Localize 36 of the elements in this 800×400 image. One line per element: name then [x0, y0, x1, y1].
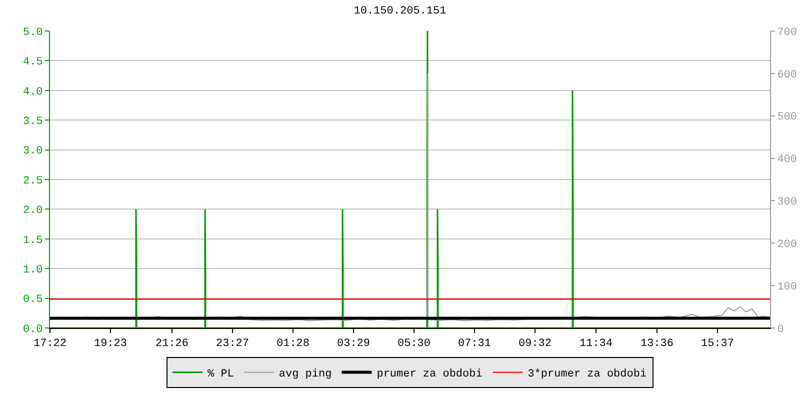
x-tick-label: 09:32 — [518, 338, 552, 350]
y2-tick-label: 600 — [777, 69, 798, 82]
y2-tick-label: 300 — [777, 196, 798, 209]
legend-label: 3*prumer za obdobi — [528, 368, 647, 381]
y-tick-label: 2.0 — [22, 205, 43, 218]
y2-tick-label: 500 — [777, 112, 798, 124]
y-tick-label: 1.0 — [22, 264, 43, 276]
y2-tick-label: 0 — [777, 324, 784, 336]
y-tick-label: 4.0 — [22, 86, 43, 98]
y2-tick-label: 400 — [777, 154, 798, 166]
y2-tick-label: 700 — [777, 26, 798, 39]
x-tick-label: 19:23 — [94, 338, 128, 350]
y-tick-label: 3.5 — [22, 116, 43, 128]
y-tick-label: 0.0 — [22, 324, 43, 336]
legend-label: prumer za obdobi — [376, 368, 483, 381]
x-tick-label: 23:27 — [216, 338, 250, 350]
y-tick-label: 2.5 — [22, 175, 43, 188]
chart-title: 10.150.205.151 — [354, 6, 447, 18]
y-tick-label: 3.0 — [22, 146, 43, 158]
y-tick-label: 5.0 — [22, 26, 43, 39]
x-tick-label: 15:37 — [700, 338, 734, 350]
x-tick-label: 05:30 — [397, 338, 431, 350]
legend-label: % PL — [208, 368, 234, 381]
y-tick-label: 1.5 — [22, 234, 43, 247]
x-tick-label: 17:22 — [33, 338, 67, 350]
x-tick-label: 07:31 — [458, 338, 492, 350]
legend-label: avg ping — [278, 368, 332, 381]
x-tick-label: 11:34 — [579, 338, 613, 350]
y-tick-label: 0.5 — [22, 294, 43, 306]
x-tick-label: 03:29 — [336, 338, 370, 350]
y2-tick-label: 100 — [777, 281, 798, 294]
x-tick-label: 01:28 — [276, 338, 310, 350]
y-tick-label: 4.5 — [22, 56, 43, 69]
x-tick-label: 13:36 — [640, 338, 674, 350]
x-tick-label: 21:26 — [155, 338, 189, 350]
y2-tick-label: 200 — [777, 238, 798, 251]
